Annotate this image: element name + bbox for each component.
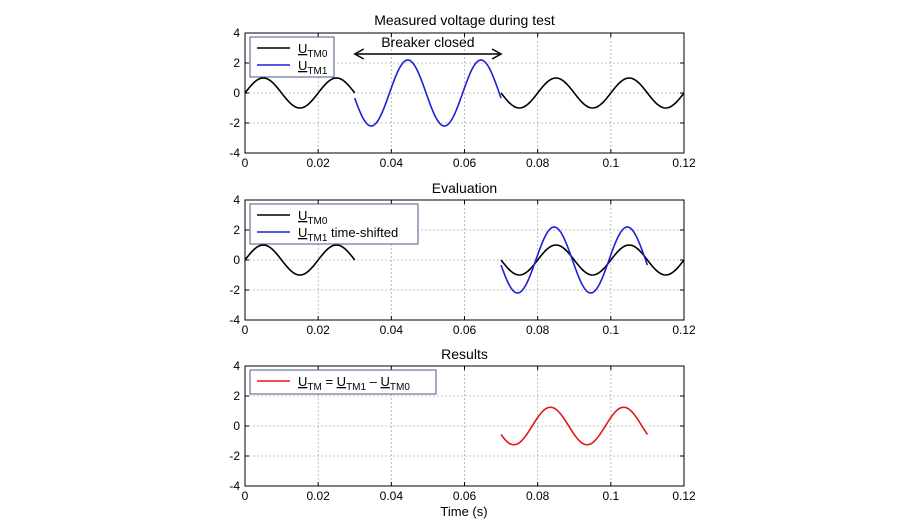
legend-label-part: U bbox=[298, 374, 307, 389]
y-tick-label: -4 bbox=[229, 479, 240, 493]
series-line-blue-segment-1 bbox=[500, 226, 649, 294]
x-tick-label: 0.06 bbox=[453, 323, 477, 337]
x-tick-label: 0.1 bbox=[602, 489, 619, 503]
legend-label-part: U bbox=[381, 374, 390, 389]
chart-2: Evaluation 0 0.02 0.04 0.06 0.08 0.1 0.12 4 2 0 -2 -… bbox=[229, 180, 696, 337]
x-tick-label: 0.12 bbox=[672, 489, 696, 503]
annotation-arrowhead-left bbox=[353, 48, 365, 60]
annotation-arrowhead-right bbox=[491, 48, 503, 60]
plot-area bbox=[244, 365, 685, 487]
x-tick-label: 0.02 bbox=[306, 323, 330, 337]
legend-label-part: TM1 bbox=[307, 233, 327, 244]
legend-label-part: TM1 bbox=[307, 66, 327, 77]
legend-label-part: U bbox=[298, 225, 307, 240]
chart-title: Measured voltage during test bbox=[374, 12, 555, 28]
series-line-black-segment-2 bbox=[500, 77, 685, 109]
x-tick-label: 0.12 bbox=[672, 156, 696, 170]
y-tick-label: 2 bbox=[233, 56, 240, 70]
legend-box bbox=[249, 36, 335, 78]
series-line-blue-segment-1 bbox=[353, 59, 502, 127]
legend-label-part: TM1 bbox=[346, 382, 366, 393]
y-tick-label: -4 bbox=[229, 313, 240, 327]
y-tick-label: 0 bbox=[233, 253, 240, 267]
legend-label-part: – bbox=[366, 374, 380, 389]
legend-entry: UTM1 bbox=[298, 58, 328, 77]
y-tick-label: 4 bbox=[233, 359, 240, 373]
x-tick-label: 0.04 bbox=[380, 323, 404, 337]
x-tick-label: 0.02 bbox=[306, 489, 330, 503]
annotation-label: Breaker closed bbox=[381, 34, 474, 50]
legend-label-part: U bbox=[337, 374, 346, 389]
series-line-red-segment-1 bbox=[500, 406, 649, 446]
legend-label-part: TM0 bbox=[390, 382, 410, 393]
x-tick-label: 0.12 bbox=[672, 323, 696, 337]
x-axis-label: Time (s) bbox=[440, 504, 487, 519]
legend-label-part: time-shifted bbox=[327, 225, 398, 240]
chart-title: Results bbox=[441, 346, 488, 362]
x-tick-label: 0.1 bbox=[602, 323, 619, 337]
x-tick-label: 0 bbox=[242, 489, 249, 503]
legend-label-part: U bbox=[298, 208, 307, 223]
legend-entry: UTM0 bbox=[298, 208, 328, 227]
x-tick-label: 0.1 bbox=[602, 156, 619, 170]
chart-1: Measured voltage during test 0 0.02 0.04 0.0… bbox=[229, 12, 696, 170]
x-tick-label: 0.04 bbox=[380, 489, 404, 503]
y-tick-label: 4 bbox=[233, 193, 240, 207]
legend-label-part: TM0 bbox=[307, 216, 327, 227]
y-tick-label: 2 bbox=[233, 389, 240, 403]
legend-label-part: TM0 bbox=[307, 49, 327, 60]
legend-label-part: = bbox=[322, 374, 337, 389]
x-tick-label: 0.08 bbox=[526, 489, 550, 503]
y-tick-label: 2 bbox=[233, 223, 240, 237]
legend-box bbox=[249, 203, 419, 245]
series-line-black-segment-1 bbox=[244, 77, 356, 109]
y-tick-label: -4 bbox=[229, 146, 240, 160]
y-tick-label: 4 bbox=[233, 26, 240, 40]
x-tick-label: 0.04 bbox=[380, 156, 404, 170]
series-line-black-segment-2 bbox=[500, 244, 685, 276]
chart-title: Evaluation bbox=[432, 180, 497, 196]
x-tick-label: 0.08 bbox=[526, 156, 550, 170]
x-tick-label: 0 bbox=[242, 156, 249, 170]
legend-label-part: TM bbox=[307, 382, 321, 393]
x-tick-label: 0.06 bbox=[453, 156, 477, 170]
legend-label-part: U bbox=[298, 58, 307, 73]
y-tick-label: 0 bbox=[233, 86, 240, 100]
x-tick-label: 0.06 bbox=[453, 489, 477, 503]
x-tick-label: 0.02 bbox=[306, 156, 330, 170]
series-line-black-segment-1 bbox=[244, 244, 356, 276]
legend-label-part: U bbox=[298, 41, 307, 56]
legend-entry: UTM1 time-shifted bbox=[298, 225, 398, 244]
y-tick-label: -2 bbox=[229, 449, 240, 463]
y-tick-label: -2 bbox=[229, 283, 240, 297]
legend-entry: UTM = UTM1 – UTM0 bbox=[298, 374, 410, 393]
y-tick-label: 0 bbox=[233, 419, 240, 433]
legend-entry: UTM0 bbox=[298, 41, 328, 60]
legend-box bbox=[249, 369, 437, 395]
y-tick-label: -2 bbox=[229, 116, 240, 130]
x-tick-label: 0 bbox=[242, 323, 249, 337]
x-tick-label: 0.08 bbox=[526, 323, 550, 337]
